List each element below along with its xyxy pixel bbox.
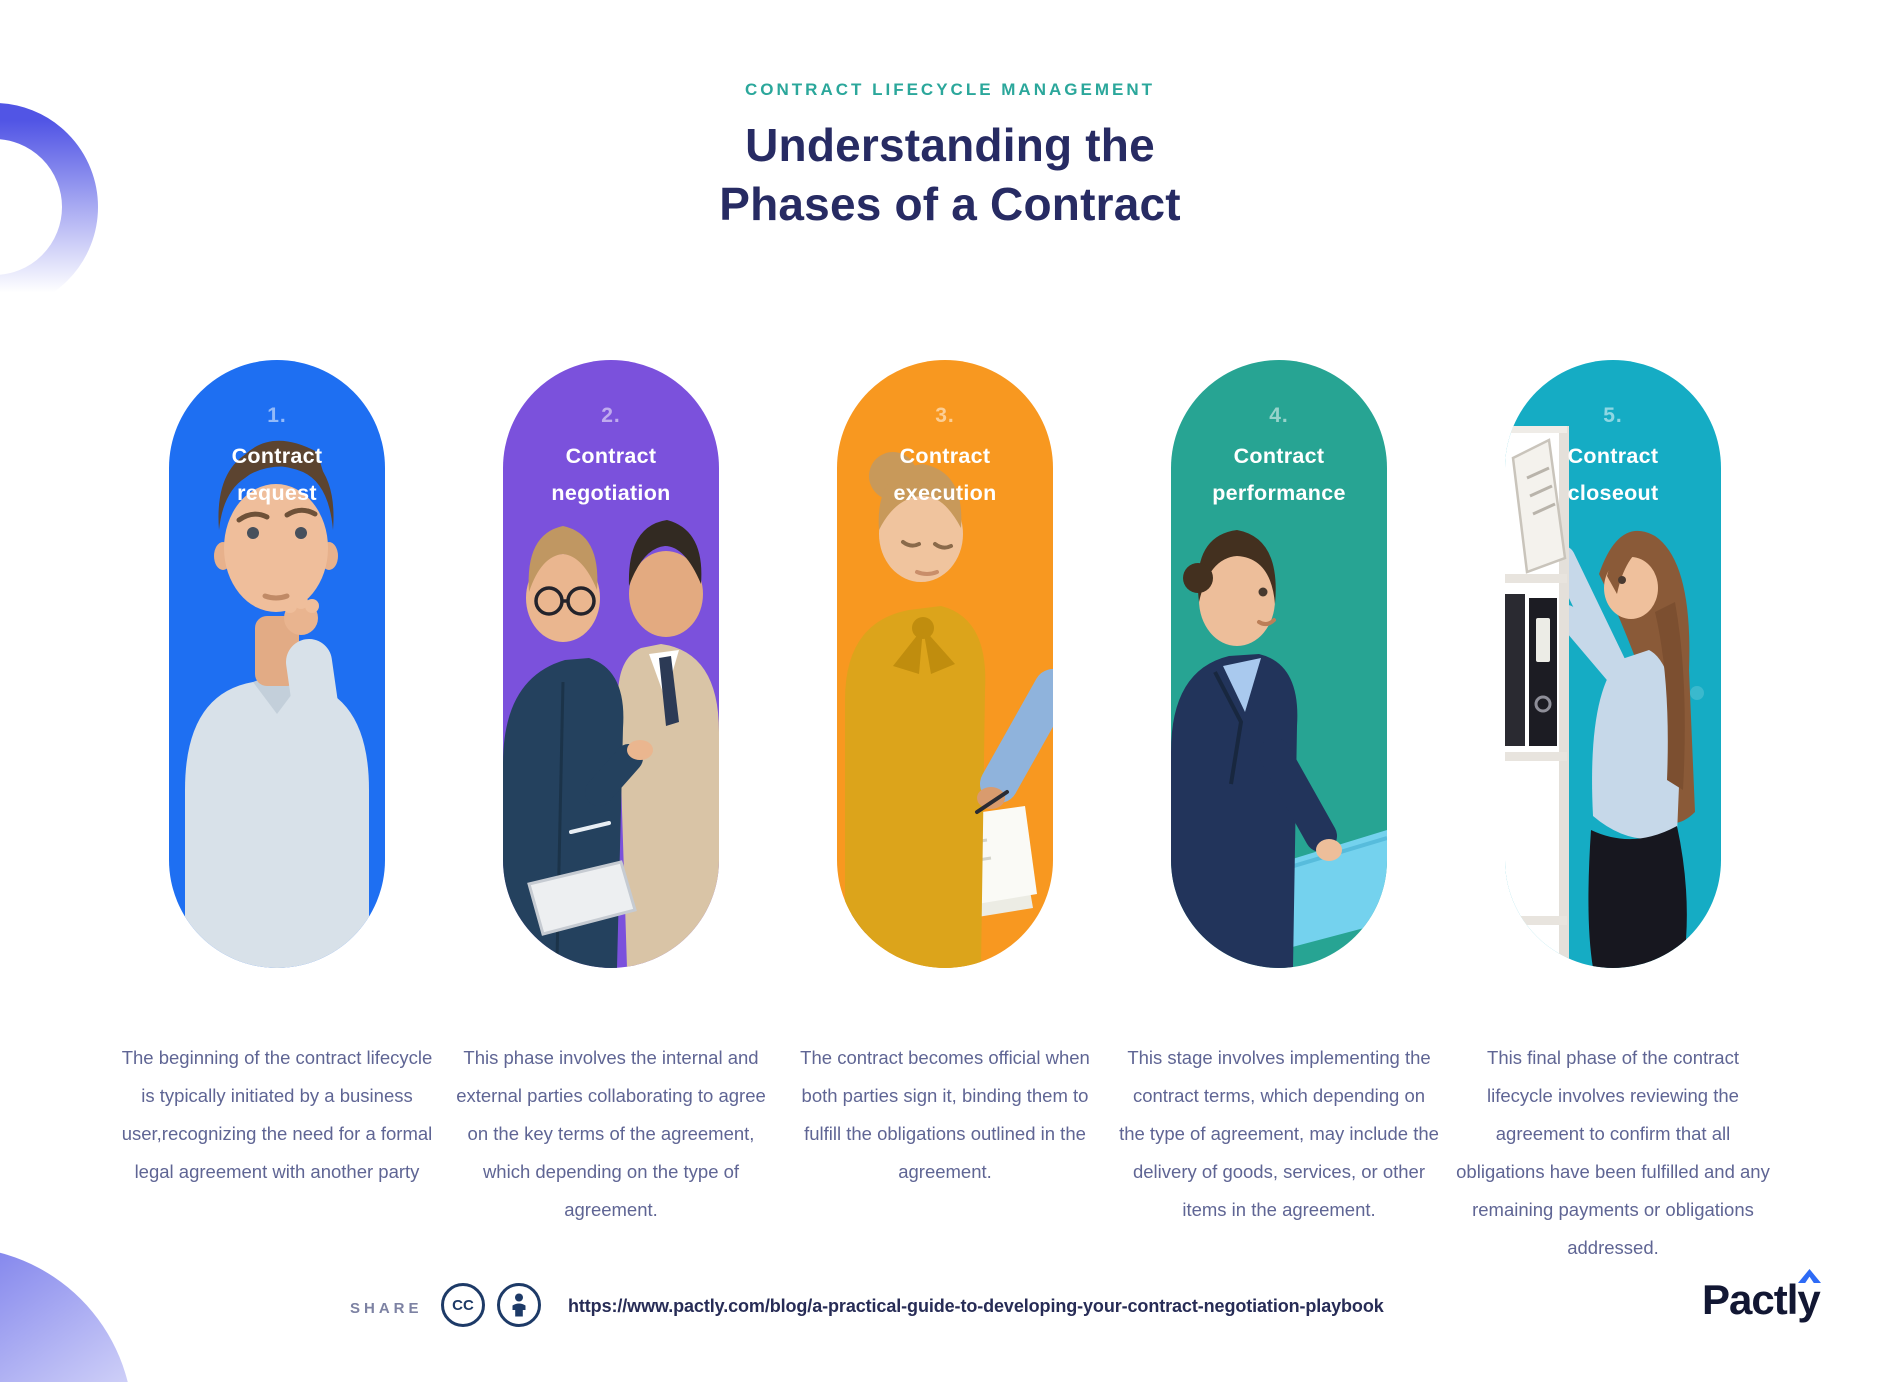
- phase-description-contract-closeout: This final phase of the contract lifecyc…: [1456, 1046, 1770, 1258]
- phase-number: 4.: [1269, 404, 1289, 427]
- page-title-line-2: Phases of a Contract: [719, 178, 1181, 230]
- photo-two-men-laptop: [503, 520, 719, 968]
- logo-caret-icon: [1797, 1269, 1822, 1284]
- eyebrow-label: CONTRACT LIFECYCLE MANAGEMENT: [745, 80, 1155, 99]
- phase-number: 5.: [1603, 404, 1623, 427]
- photo-signing-document: [837, 452, 1053, 968]
- phase-label: Contract performance: [1212, 444, 1346, 505]
- creative-commons-icon[interactable]: CC: [441, 1283, 485, 1327]
- attribution-person-icon[interactable]: [497, 1283, 541, 1327]
- phase-description-contract-execution: The contract becomes official when both …: [800, 1046, 1090, 1182]
- phase-number: 2.: [601, 404, 621, 427]
- phase-number: 1.: [267, 404, 287, 427]
- phase-label: Contract closeout: [1567, 444, 1659, 505]
- person-glyph: [512, 1293, 526, 1317]
- phase-card-contract-performance: 4. Contract performance: [1171, 360, 1387, 968]
- share-label: SHARE: [350, 1300, 423, 1317]
- phase-card-contract-request: 1. Contract request: [169, 360, 385, 968]
- phase-card-contract-closeout: 5. Contract closeout: [1505, 360, 1721, 968]
- phase-label: Contract request: [231, 444, 323, 505]
- phase-description-contract-performance: This stage involves implementing the con…: [1119, 1046, 1439, 1220]
- page-title: Understanding the Phases of a Contract: [0, 116, 1900, 234]
- photo-woman-bookshelf: [1505, 426, 1704, 968]
- article-url-link[interactable]: https://www.pactly.com/blog/a-practical-…: [568, 1296, 1384, 1316]
- phase-card-contract-execution: 3. Contract execution: [837, 360, 1053, 968]
- phase-card-contract-negotiation: 2. Contract negotiation: [503, 360, 719, 968]
- photo-thinking-man: [185, 440, 369, 968]
- phase-description-contract-negotiation: This phase involves the internal and ext…: [456, 1046, 766, 1220]
- photo-woman-folder: [1171, 530, 1387, 968]
- decorative-circle: [0, 1252, 128, 1382]
- phase-number: 3.: [935, 404, 955, 427]
- pactly-logo: Pactly: [1702, 1269, 1821, 1324]
- pactly-logo-text: Pactly: [1702, 1276, 1821, 1323]
- phase-label: Contract negotiation: [551, 444, 671, 505]
- page-title-line-1: Understanding the: [745, 119, 1155, 171]
- phase-label: Contract execution: [893, 444, 997, 505]
- phase-description-contract-request: The beginning of the contract lifecycle …: [121, 1046, 433, 1182]
